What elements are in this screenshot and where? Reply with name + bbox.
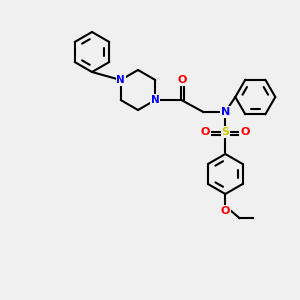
Text: N: N [221, 107, 230, 117]
Text: N: N [116, 75, 125, 85]
Text: O: O [241, 127, 250, 137]
Text: S: S [221, 127, 229, 137]
Text: O: O [220, 206, 230, 216]
Text: O: O [201, 127, 210, 137]
Text: O: O [178, 75, 187, 85]
Text: N: N [151, 95, 160, 105]
